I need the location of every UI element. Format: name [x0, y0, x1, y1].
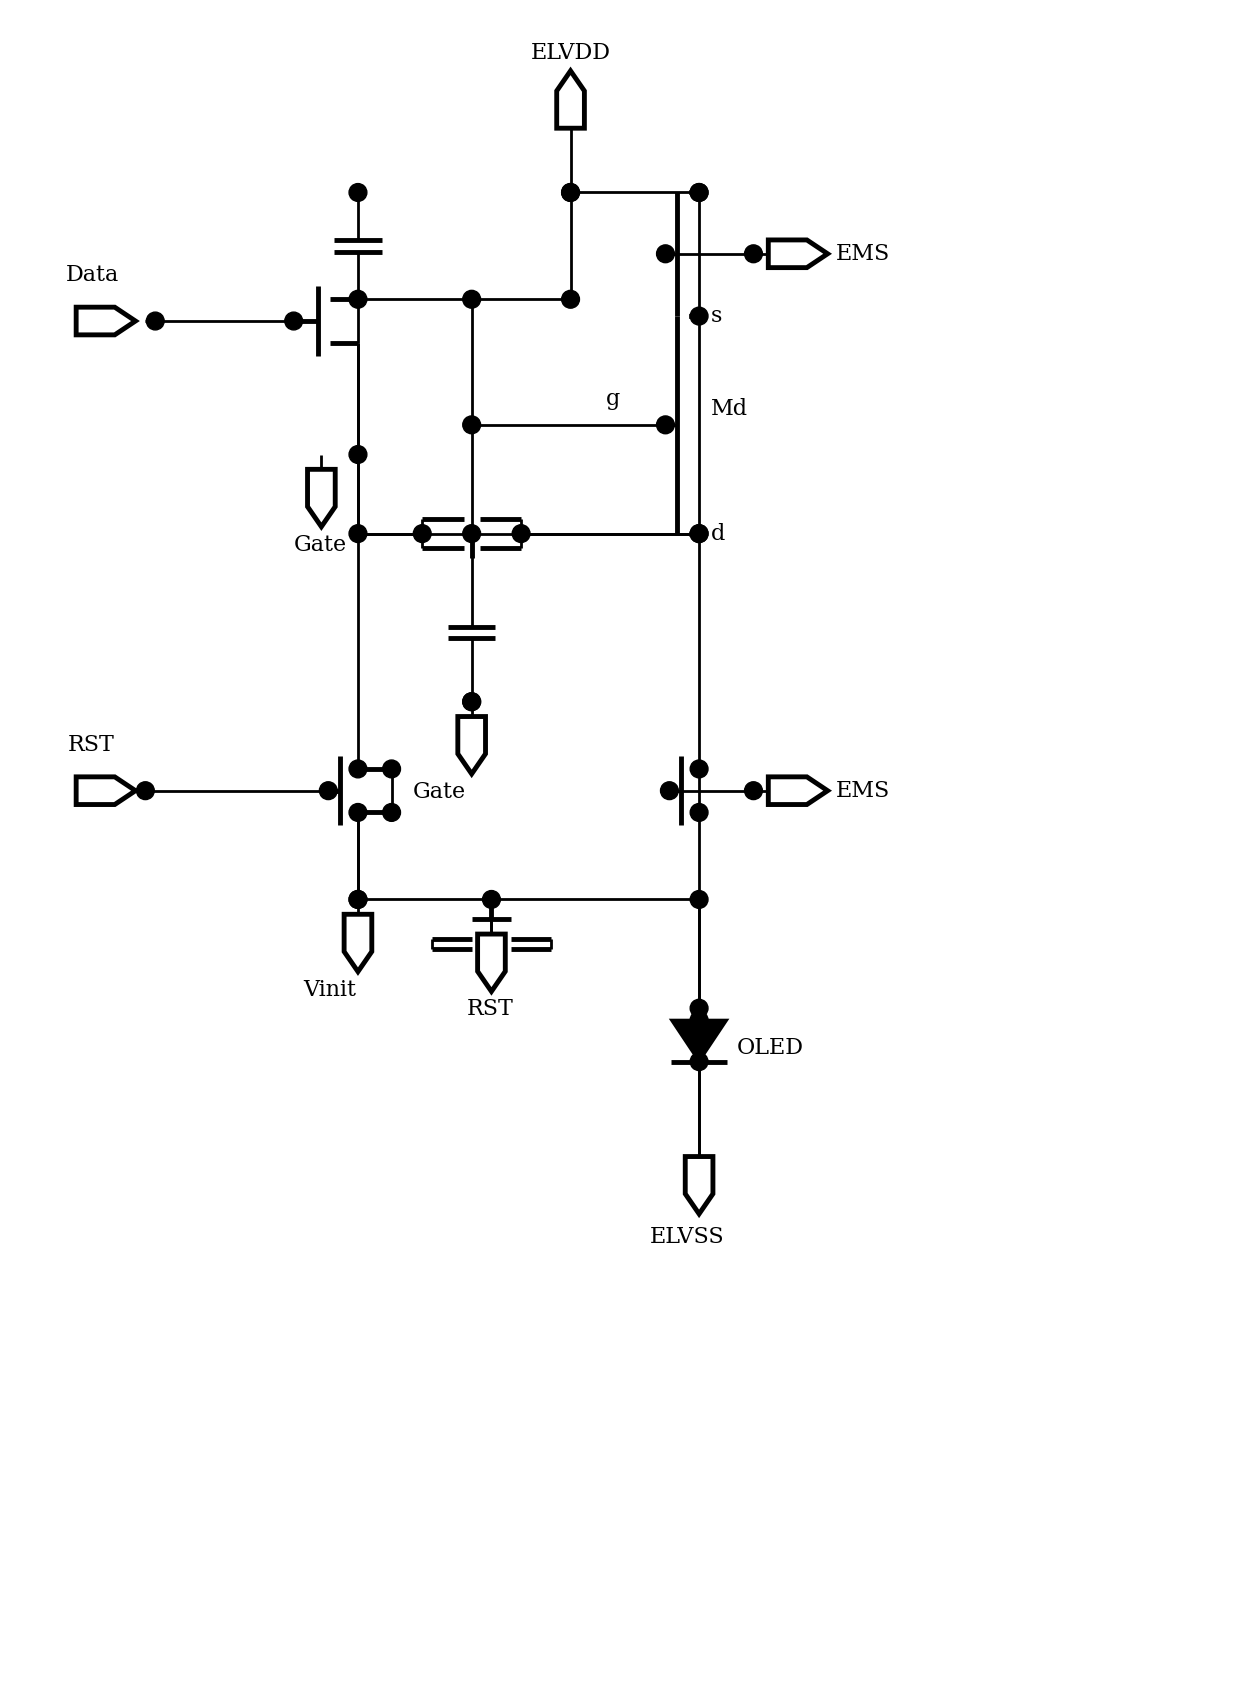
- Circle shape: [463, 693, 480, 710]
- Text: Gate: Gate: [293, 533, 347, 555]
- Text: Data: Data: [67, 264, 120, 286]
- Circle shape: [383, 804, 400, 821]
- Text: g: g: [607, 388, 620, 410]
- Circle shape: [463, 525, 480, 543]
- Circle shape: [691, 1052, 708, 1071]
- Circle shape: [349, 891, 366, 908]
- Circle shape: [656, 416, 675, 434]
- Circle shape: [513, 525, 530, 543]
- Circle shape: [691, 525, 708, 543]
- Circle shape: [656, 245, 675, 262]
- Circle shape: [562, 184, 579, 201]
- Text: d: d: [711, 523, 725, 545]
- Circle shape: [744, 782, 763, 800]
- Circle shape: [349, 446, 366, 463]
- Circle shape: [383, 760, 400, 778]
- Circle shape: [349, 891, 366, 908]
- Circle shape: [483, 891, 500, 908]
- Circle shape: [691, 1012, 708, 1029]
- Polygon shape: [671, 1020, 727, 1061]
- Circle shape: [691, 760, 708, 778]
- Circle shape: [349, 184, 366, 201]
- Text: RST: RST: [68, 734, 115, 756]
- Circle shape: [691, 184, 708, 201]
- Text: ELVDD: ELVDD: [531, 43, 610, 65]
- Circle shape: [691, 891, 708, 908]
- Text: RST: RST: [467, 998, 514, 1020]
- Text: EMS: EMS: [836, 244, 890, 264]
- Circle shape: [691, 525, 708, 543]
- Circle shape: [413, 525, 431, 543]
- Circle shape: [463, 416, 480, 434]
- Circle shape: [285, 312, 302, 330]
- Circle shape: [349, 804, 366, 821]
- Circle shape: [691, 307, 708, 325]
- Text: Gate: Gate: [412, 780, 465, 802]
- Circle shape: [744, 245, 763, 262]
- Text: s: s: [711, 305, 722, 327]
- Text: ELVSS: ELVSS: [650, 1226, 724, 1248]
- Circle shape: [691, 804, 708, 821]
- Circle shape: [661, 782, 678, 800]
- Text: EMS: EMS: [836, 780, 890, 802]
- Text: OLED: OLED: [737, 1037, 803, 1059]
- Circle shape: [136, 782, 155, 800]
- Circle shape: [691, 1000, 708, 1017]
- Circle shape: [349, 525, 366, 543]
- Circle shape: [146, 312, 165, 330]
- Circle shape: [463, 693, 480, 710]
- Circle shape: [319, 782, 337, 800]
- Text: Vinit: Vinit: [303, 979, 357, 1001]
- Circle shape: [691, 184, 708, 201]
- Circle shape: [562, 184, 579, 201]
- Circle shape: [349, 760, 366, 778]
- Circle shape: [349, 291, 366, 308]
- Text: Md: Md: [711, 399, 748, 421]
- Circle shape: [463, 291, 480, 308]
- Circle shape: [562, 291, 579, 308]
